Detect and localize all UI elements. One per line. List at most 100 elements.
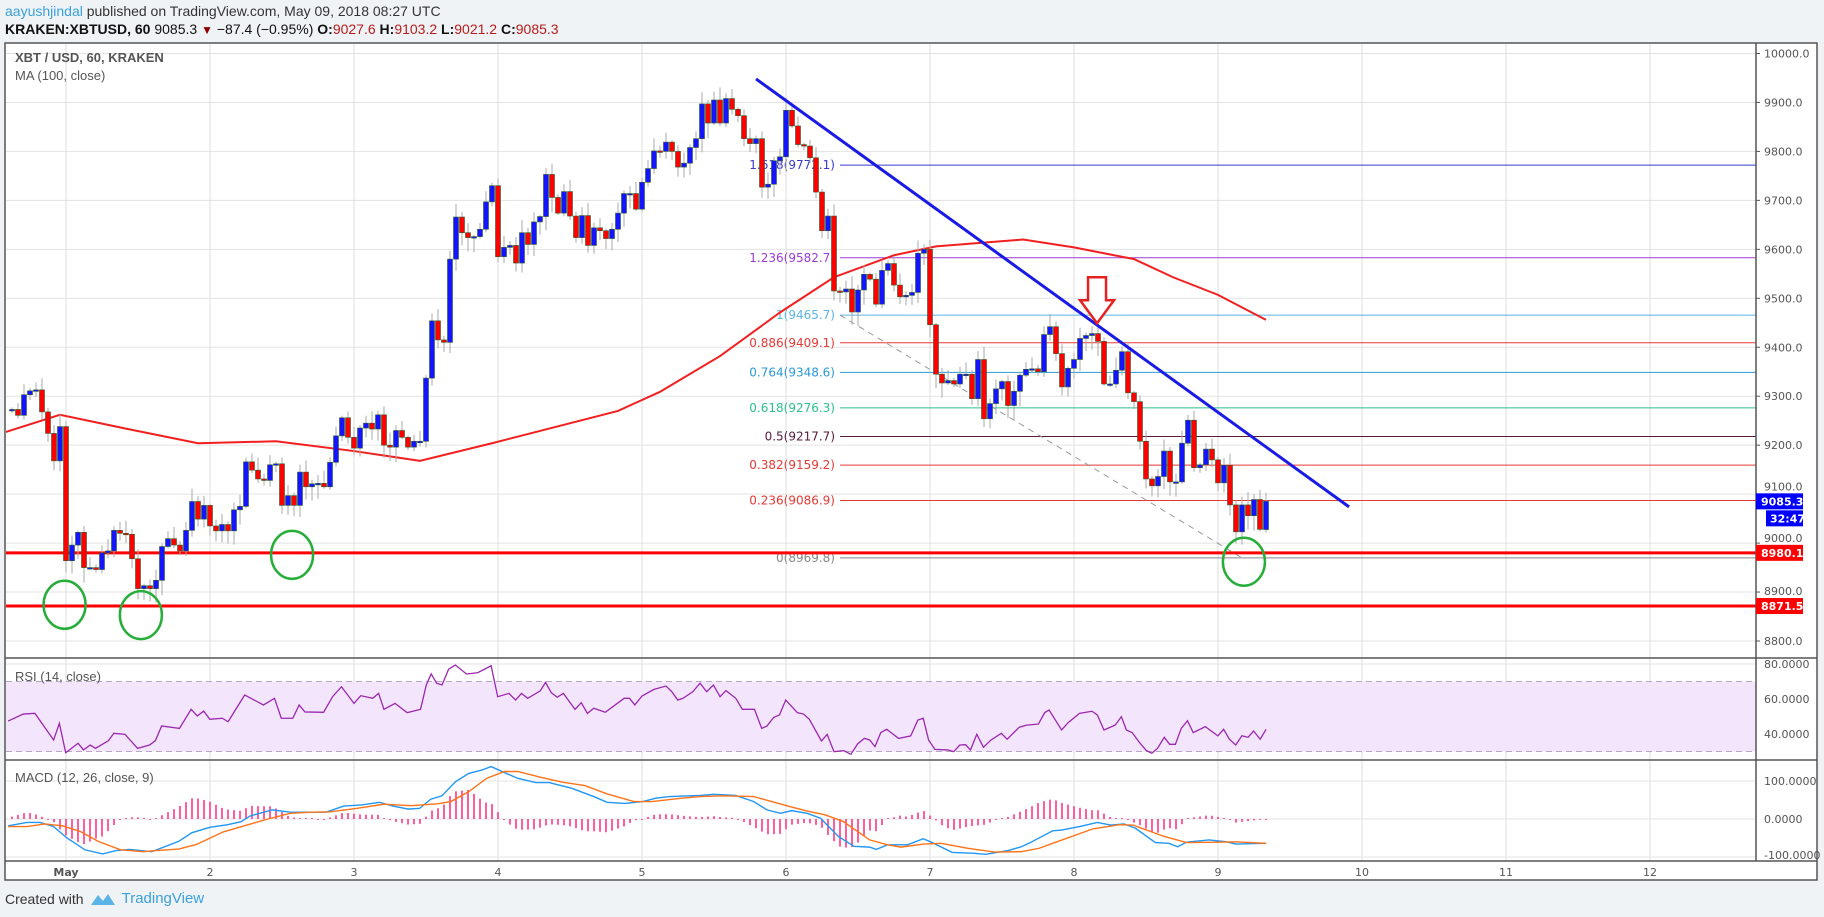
candle[interactable] <box>1041 326 1047 377</box>
candle[interactable] <box>1209 438 1215 468</box>
candle[interactable] <box>357 425 363 457</box>
candle[interactable] <box>1203 442 1209 472</box>
candle[interactable] <box>471 234 477 253</box>
candle[interactable] <box>1053 321 1059 361</box>
candle[interactable] <box>1071 353 1077 379</box>
candle[interactable] <box>189 488 195 537</box>
highlight-circle[interactable] <box>118 589 164 641</box>
down-arrow-icon[interactable] <box>1077 275 1117 326</box>
candle[interactable] <box>111 526 117 558</box>
candle[interactable] <box>1065 366 1071 397</box>
candle[interactable] <box>747 128 753 153</box>
candle[interactable] <box>495 178 501 262</box>
candle[interactable] <box>483 191 489 233</box>
candle[interactable] <box>651 138 657 174</box>
candle[interactable] <box>921 244 927 265</box>
candle[interactable] <box>819 189 825 239</box>
candle[interactable] <box>15 403 21 419</box>
candle[interactable] <box>27 387 33 400</box>
candle[interactable] <box>609 222 615 251</box>
candle[interactable] <box>285 485 291 515</box>
candle[interactable] <box>663 132 669 159</box>
candle[interactable] <box>1245 492 1251 530</box>
candle[interactable] <box>825 208 831 240</box>
candle[interactable] <box>1215 456 1221 492</box>
candle[interactable] <box>897 273 903 305</box>
candle[interactable] <box>969 370 975 405</box>
candle[interactable] <box>849 276 855 325</box>
highlight-circle[interactable] <box>269 529 315 581</box>
candle[interactable] <box>1023 361 1029 378</box>
candle[interactable] <box>303 460 309 500</box>
candle[interactable] <box>279 457 285 514</box>
candle[interactable] <box>873 272 879 308</box>
candle[interactable] <box>201 495 207 528</box>
candle[interactable] <box>1221 457 1227 493</box>
candle[interactable] <box>945 369 951 385</box>
candle[interactable] <box>603 228 609 250</box>
candle[interactable] <box>1077 327 1083 372</box>
axes[interactable]: 10000.09900.09800.09700.09600.09500.0940… <box>53 48 1820 880</box>
candle[interactable] <box>981 346 987 428</box>
candle[interactable] <box>333 426 339 467</box>
candle[interactable] <box>957 366 963 389</box>
candle[interactable] <box>1173 473 1179 497</box>
candle[interactable] <box>33 382 39 398</box>
candle[interactable] <box>567 179 573 221</box>
candle[interactable] <box>681 152 687 178</box>
candle[interactable] <box>465 223 471 252</box>
candle[interactable] <box>507 241 513 255</box>
candle[interactable] <box>315 474 321 499</box>
candle[interactable] <box>171 527 177 549</box>
candle[interactable] <box>1011 380 1017 420</box>
candle[interactable] <box>129 529 135 569</box>
candle[interactable] <box>1095 321 1101 357</box>
candle[interactable] <box>429 313 435 386</box>
candle[interactable] <box>639 178 645 213</box>
candle[interactable] <box>909 284 915 305</box>
candle[interactable] <box>741 109 747 147</box>
candle[interactable] <box>1125 342 1131 400</box>
candle[interactable] <box>381 406 387 458</box>
candle[interactable] <box>657 145 663 158</box>
candle[interactable] <box>1263 492 1269 533</box>
candle[interactable] <box>591 222 597 254</box>
candle[interactable] <box>765 172 771 199</box>
candle[interactable] <box>993 379 999 415</box>
candle[interactable] <box>597 218 603 241</box>
candle[interactable] <box>339 415 345 442</box>
candle[interactable] <box>75 530 81 559</box>
candle[interactable] <box>195 496 201 527</box>
candle[interactable] <box>249 453 255 474</box>
candle[interactable] <box>393 425 399 463</box>
candle[interactable] <box>369 411 375 440</box>
candle[interactable] <box>1005 375 1011 419</box>
candle[interactable] <box>549 163 555 213</box>
candle[interactable] <box>1251 494 1257 531</box>
candle[interactable] <box>1131 390 1137 409</box>
candle[interactable] <box>885 260 891 276</box>
candle[interactable] <box>1257 490 1263 532</box>
candle[interactable] <box>1161 439 1167 490</box>
candle[interactable] <box>1035 364 1041 376</box>
candle[interactable] <box>687 144 693 175</box>
candle[interactable] <box>855 284 861 326</box>
candle[interactable] <box>807 139 813 163</box>
candle[interactable] <box>435 309 441 349</box>
candle[interactable] <box>933 322 939 388</box>
candle[interactable] <box>63 421 69 573</box>
candle[interactable] <box>267 455 273 487</box>
candle[interactable] <box>99 545 105 574</box>
candle[interactable] <box>843 280 849 304</box>
candle[interactable] <box>729 89 735 115</box>
tradingview-link[interactable]: TradingView <box>121 890 205 907</box>
candle[interactable] <box>1119 346 1125 376</box>
candle[interactable] <box>1047 313 1053 341</box>
candle[interactable] <box>21 384 27 420</box>
candle[interactable] <box>801 142 807 151</box>
candle[interactable] <box>675 145 681 177</box>
candle[interactable] <box>261 473 267 486</box>
candle[interactable] <box>1113 357 1119 389</box>
trendline[interactable] <box>755 77 1350 509</box>
candle[interactable] <box>579 207 585 244</box>
